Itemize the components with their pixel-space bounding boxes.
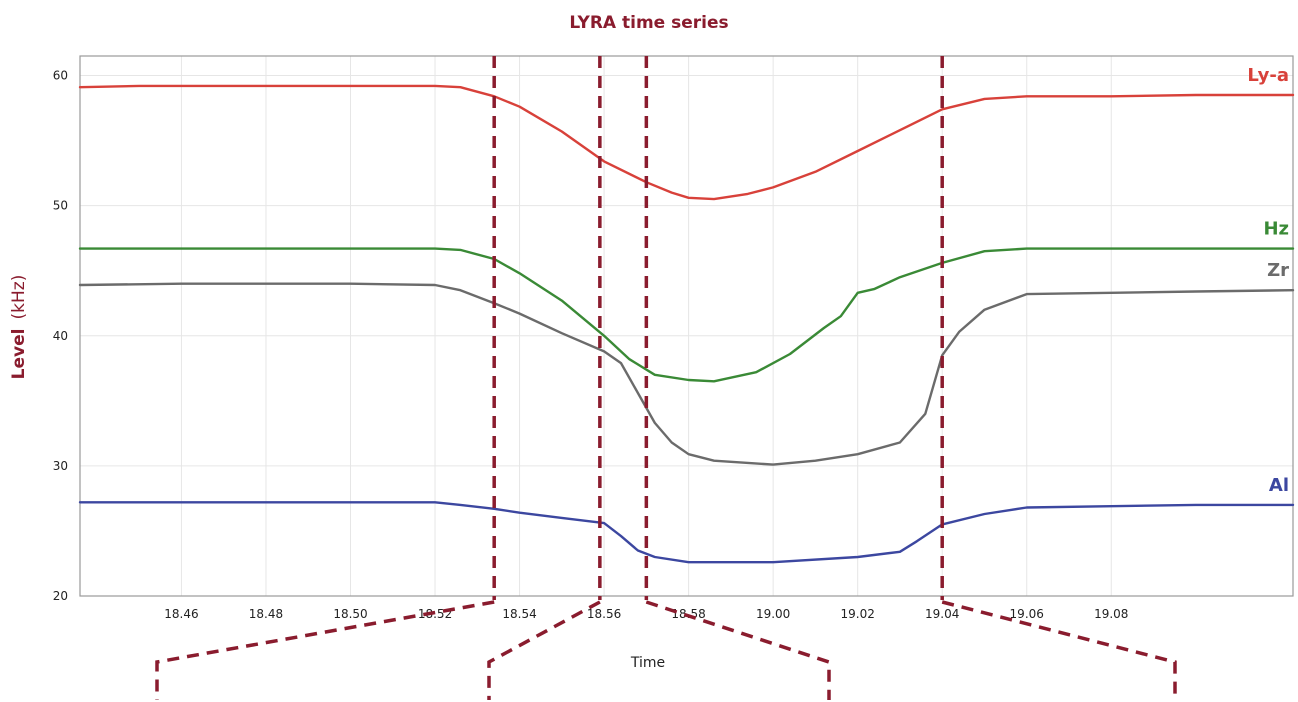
x-tick-label: 18.54: [502, 607, 536, 621]
x-tick-label: 19.06: [1010, 607, 1044, 621]
x-axis-label: Time: [630, 655, 665, 671]
x-tick-label: 18.46: [164, 607, 198, 621]
plot-area: [79, 55, 1294, 597]
x-tick-label: 19.00: [756, 607, 790, 621]
series-label-ly-a: Ly-a: [1247, 65, 1289, 86]
y-tick-label: 40: [53, 329, 68, 343]
y-tick-label: 50: [53, 199, 68, 213]
x-tick-label: 18.50: [333, 607, 367, 621]
y-tick-label: 20: [53, 589, 68, 603]
series-lines: [78, 84, 1295, 564]
y-axis-ticks: 20 30 40 50 60: [53, 69, 68, 603]
zoom-connector: [487, 600, 601, 700]
y-axis-label-text: Level: [9, 329, 29, 380]
chart-title: LYRA time series: [569, 13, 728, 33]
y-tick-label: 30: [53, 459, 68, 473]
series-line-hz: [78, 247, 1295, 383]
zoom-connector: [645, 600, 831, 700]
series-line-ly-a: [78, 84, 1295, 201]
series-label-zr: Zr: [1267, 260, 1289, 281]
time-markers: [155, 56, 1177, 700]
x-tick-label: 19.02: [840, 607, 874, 621]
x-tick-label: 18.48: [249, 607, 283, 621]
x-tick-label: 19.08: [1094, 607, 1128, 621]
series-label-hz: Hz: [1263, 219, 1289, 240]
x-tick-label: 18.58: [671, 607, 705, 621]
grid: [80, 56, 1293, 596]
y-axis-unit: (kHz): [9, 275, 29, 320]
series-labels: Ly-a Hz Zr Al: [1247, 65, 1289, 496]
x-tick-label: 18.56: [587, 607, 621, 621]
series-line-zr: [78, 282, 1295, 466]
y-axis-label: Level (kHz): [9, 275, 29, 380]
x-axis-ticks: 18.46 18.48 18.50 18.52 18.54 18.56 18.58 19.00…: [164, 607, 1128, 621]
zoom-connector: [155, 600, 495, 700]
x-tick-label: 19.04: [925, 607, 959, 621]
y-tick-label: 60: [53, 69, 68, 83]
series-label-al: Al: [1269, 475, 1289, 496]
zoom-connector: [941, 600, 1177, 700]
series-line-al: [78, 501, 1295, 564]
